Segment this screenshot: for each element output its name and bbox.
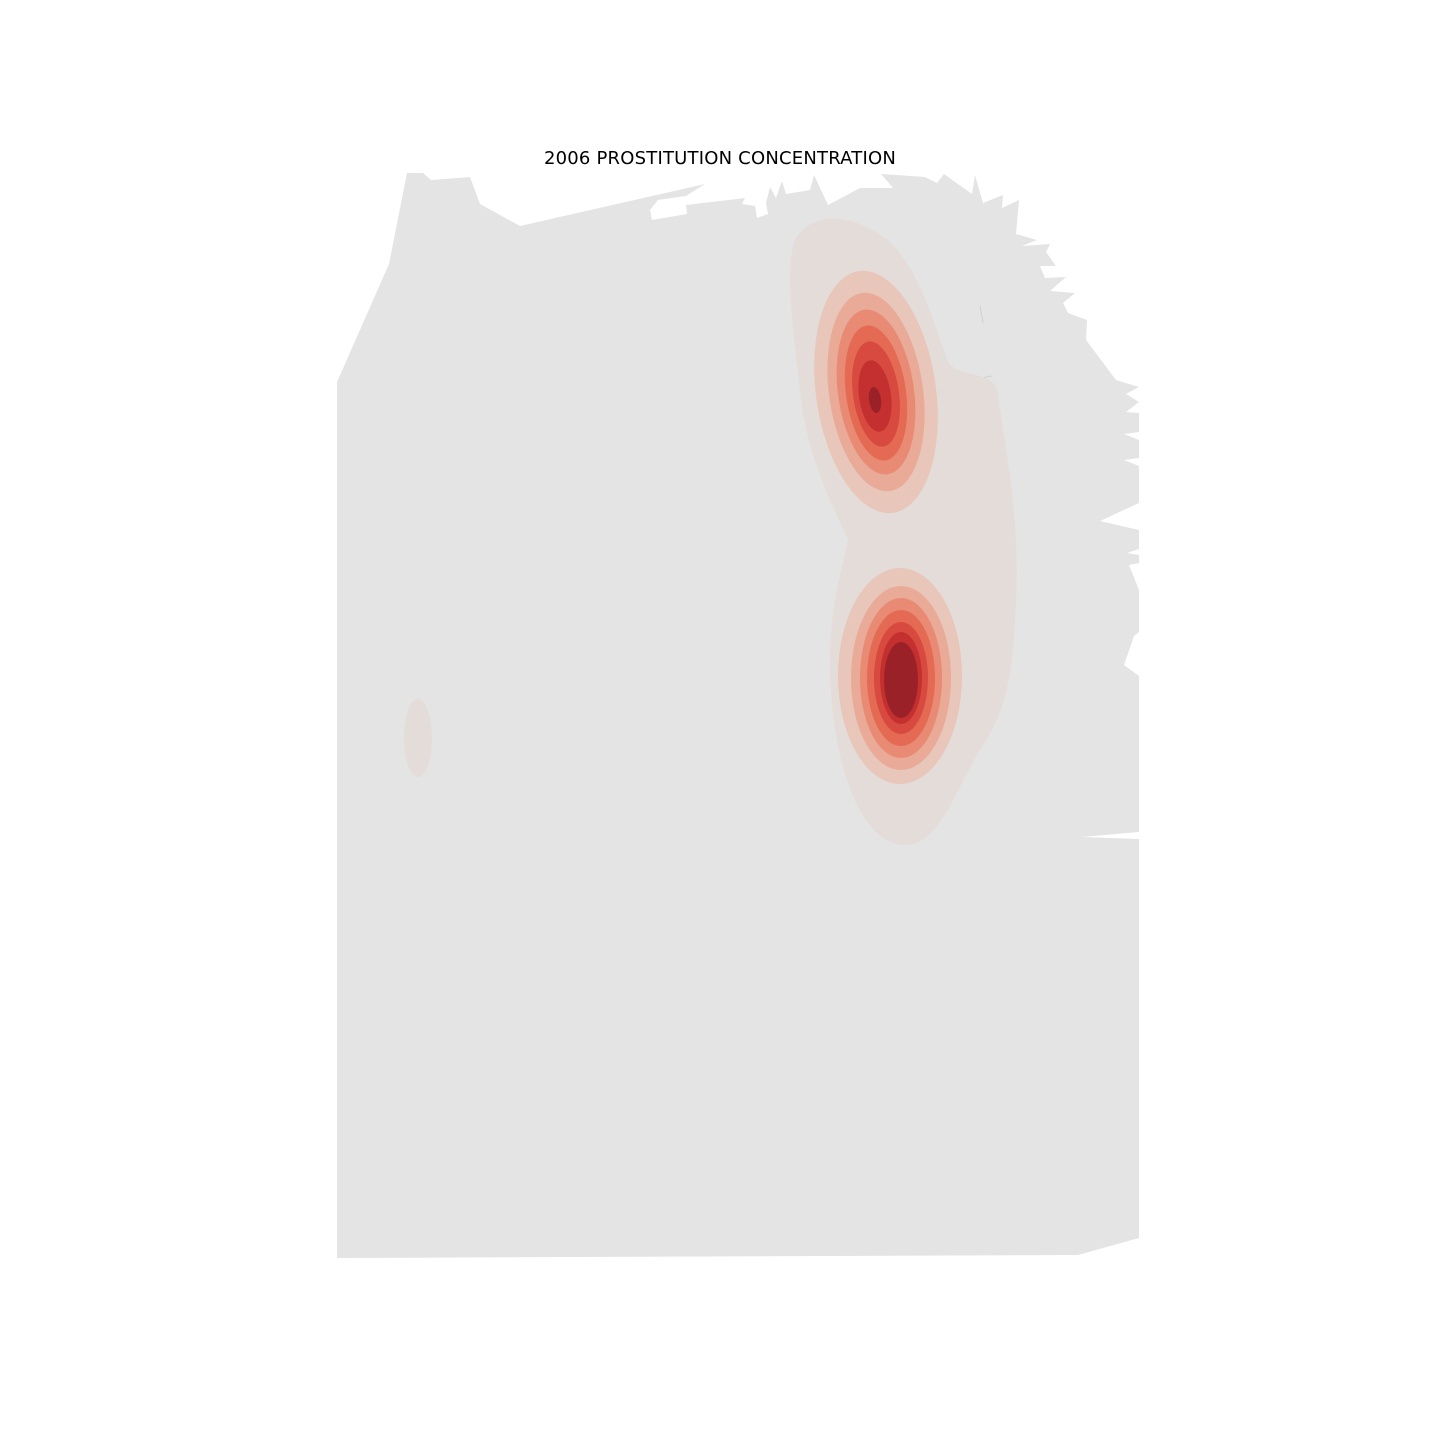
density-contours <box>404 218 1017 846</box>
land-outline <box>337 173 1139 1258</box>
city-land-area <box>337 173 1139 1258</box>
pier-line-1 <box>979 305 984 324</box>
south-level-7 <box>884 642 918 718</box>
north-level-7 <box>868 387 882 413</box>
southern-hotspot <box>838 568 962 784</box>
contour-western-minor <box>404 699 432 777</box>
northern-hotspot <box>814 270 938 514</box>
map-title: 2006 PROSTITUTION CONCENTRATION <box>543 148 897 169</box>
